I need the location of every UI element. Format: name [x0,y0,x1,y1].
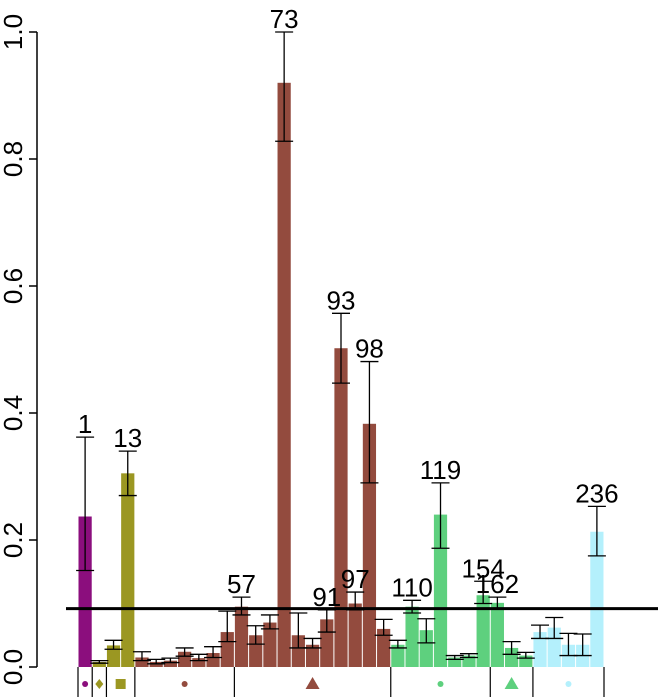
group-marker-triangle [505,677,519,689]
group-marker-triangle [306,677,320,689]
bar-label: 119 [420,455,461,485]
bar [405,607,418,667]
group-marker-square [116,679,126,689]
y-axis: 0.0 0.2 0.4 0.6 0.8 1.0 [0,14,37,685]
bar-label: 93 [327,285,356,315]
bar-label: 13 [113,423,142,453]
bar-label: 98 [355,334,384,364]
group-marker-dot [82,681,88,687]
group-marker-dot [565,681,571,687]
bar-label: 236 [575,478,618,508]
group-marker-dot [182,681,188,687]
y-tick-label: 1.0 [0,14,28,50]
bar [349,604,362,668]
bar-label: 57 [227,569,256,599]
y-tick-label: 0.8 [0,141,28,177]
y-tick-label: 0.0 [0,649,28,685]
group-marker-diamond [95,679,103,689]
bar-label: 162 [476,569,519,599]
bar-label: 1 [78,409,92,439]
bar [477,595,490,667]
bar-label: 97 [341,564,370,594]
bar-label: 73 [270,4,299,34]
group-strip [78,667,604,697]
y-tick-label: 0.4 [0,395,28,431]
bar [278,83,291,667]
bar-label: 110 [391,572,432,602]
bar [121,473,134,667]
bar [491,603,504,667]
bar [334,348,347,667]
group-marker-dot [438,681,444,687]
y-tick-label: 0.2 [0,522,28,558]
y-tick-label: 0.6 [0,268,28,304]
bar [235,607,248,667]
bar-label: 91 [312,582,341,612]
